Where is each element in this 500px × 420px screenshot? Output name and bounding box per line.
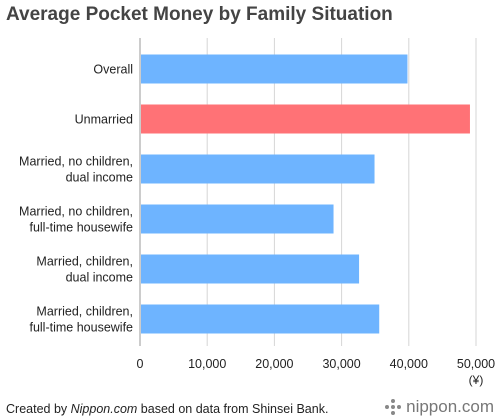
credit-suffix: based on data from Shinsei Bank. bbox=[137, 402, 329, 416]
category-label-layer: Overall Unmarried Married, no children, dua… bbox=[19, 63, 133, 335]
category-label-line: Married, no children, bbox=[19, 205, 133, 219]
category-label: Unmarried bbox=[75, 113, 133, 127]
x-tick-label: 40,000 bbox=[390, 357, 428, 371]
category-label-line: Married, no children, bbox=[19, 155, 133, 169]
credit-prefix: Created by bbox=[6, 402, 71, 416]
bar bbox=[141, 154, 375, 184]
x-tick-label: 0 bbox=[137, 357, 144, 371]
bar-layer bbox=[141, 54, 470, 334]
category-label-line: Unmarried bbox=[75, 113, 133, 127]
x-tick-label: 30,000 bbox=[322, 357, 360, 371]
category-label-line: dual income bbox=[66, 171, 133, 185]
x-tick-label: 50,000 bbox=[457, 357, 495, 371]
tick-label-layer: 0 10,000 20,000 30,000 40,000 50,000 (¥) bbox=[137, 357, 496, 387]
brand-logo: nippon.com bbox=[385, 397, 494, 417]
grid-layer bbox=[139, 38, 477, 346]
chart-title: Average Pocket Money by Family Situation bbox=[6, 4, 393, 25]
brand-text: nippon.com bbox=[406, 397, 494, 416]
category-label: Married, children, dual income bbox=[36, 255, 133, 285]
category-label-line: full-time housewife bbox=[29, 221, 133, 235]
category-label-line: Married, children, bbox=[36, 305, 133, 319]
category-label-line: Overall bbox=[93, 63, 133, 77]
category-label: Married, children, full-time housewife bbox=[29, 305, 133, 335]
category-label-line: dual income bbox=[66, 271, 133, 285]
category-label: Married, no children, dual income bbox=[19, 155, 133, 185]
nippon-logo-icon bbox=[385, 399, 402, 415]
bar bbox=[141, 204, 334, 234]
bar bbox=[141, 304, 380, 334]
category-label: Overall bbox=[93, 63, 133, 77]
bar bbox=[141, 54, 408, 84]
x-unit-label: (¥) bbox=[469, 373, 484, 387]
bar bbox=[141, 254, 360, 284]
category-label-line: full-time housewife bbox=[29, 321, 133, 335]
credit-site: Nippon.com bbox=[70, 402, 138, 416]
category-label: Married, no children, full-time housewife bbox=[19, 205, 133, 235]
category-label-line: Married, children, bbox=[36, 255, 133, 269]
bar bbox=[141, 104, 470, 134]
source-credit: Created by Nippon.com based on data from… bbox=[6, 402, 328, 416]
x-tick-label: 10,000 bbox=[188, 357, 226, 371]
x-tick-label: 20,000 bbox=[255, 357, 293, 371]
